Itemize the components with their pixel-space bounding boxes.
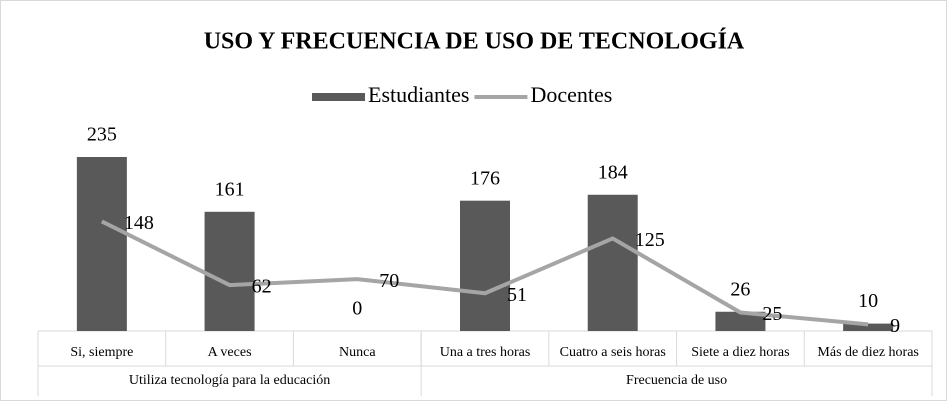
x-tick-label: A veces — [208, 345, 252, 360]
line-value-label: 62 — [252, 276, 272, 298]
bar-value-label: 235 — [87, 124, 117, 146]
bar-value-label: 176 — [470, 167, 500, 189]
group-label: Utiliza tecnología para la educación — [129, 373, 330, 388]
bar-value-label: 161 — [215, 178, 245, 200]
bar — [204, 211, 255, 331]
legend-label: Estudiantes — [368, 82, 469, 107]
chart-title: USO Y FRECUENCIA DE USO DE TECNOLOGÍA — [204, 29, 745, 55]
line-value-label: 9 — [890, 315, 900, 337]
bar-value-label: 0 — [352, 298, 362, 320]
x-tick-label: Más de diez horas — [817, 345, 918, 360]
line-value-label: 51 — [507, 284, 527, 306]
line-value-label: 125 — [635, 229, 665, 251]
x-tick-label: Si, siempre — [70, 345, 133, 360]
line-value-label: 70 — [379, 270, 399, 292]
group-label: Frecuencia de uso — [626, 373, 727, 388]
line — [100, 219, 869, 327]
bar — [587, 194, 638, 331]
bar-value-label: 10 — [858, 290, 878, 312]
bar — [715, 311, 766, 331]
x-tick-label: Una a tres horas — [440, 345, 531, 360]
bar-value-label: 184 — [598, 161, 628, 183]
legend-label: Docentes — [530, 82, 612, 107]
bar — [76, 157, 127, 331]
bar-value-label: 26 — [730, 278, 750, 300]
x-tick-label: Cuatro a seis horas — [560, 345, 666, 360]
bar — [843, 323, 894, 331]
x-tick-label: Siete a diez horas — [691, 345, 789, 360]
legend-swatch — [312, 93, 365, 101]
bar — [460, 200, 510, 331]
x-tick-label: Nunca — [339, 345, 376, 360]
line-value-label: 25 — [762, 303, 782, 325]
line-value-label: 148 — [124, 212, 154, 234]
